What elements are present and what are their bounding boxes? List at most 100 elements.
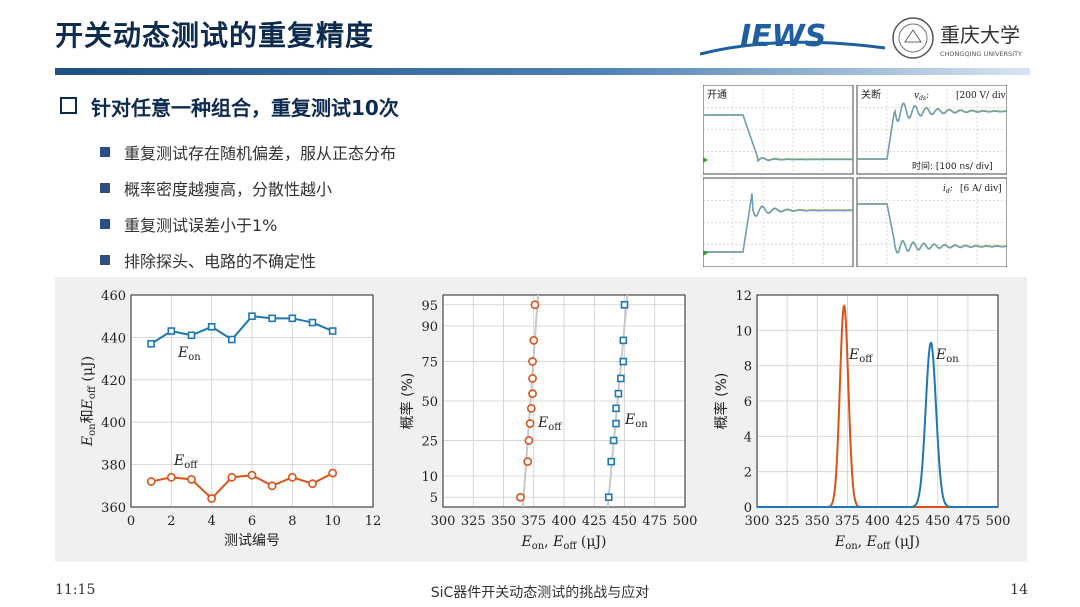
- chart-probability-density: 300 325 350 375 400 425 450 475 500 0 2 4 6 8 10 12 Eoff…: [713, 289, 1010, 552]
- data-point: [614, 389, 623, 398]
- data-point: [528, 374, 537, 383]
- time-scale: 时间: [100 ns/ div]: [912, 160, 993, 172]
- x-tick-label: 450: [925, 514, 950, 529]
- data-point: [523, 457, 533, 467]
- oscilloscope-waveforms: 开通 关断 vds: [200 V/ div] 时间: [100 ns/ div…: [703, 85, 1007, 267]
- y-tick-label: 12: [735, 289, 752, 304]
- x-tick-label: 425: [582, 514, 607, 529]
- data-point: [187, 475, 196, 484]
- x-tick-label: 350: [805, 514, 830, 529]
- series-line: [150, 315, 334, 345]
- turn-on-label: 开通: [707, 89, 727, 101]
- x-tick-label: 10: [324, 514, 341, 529]
- y-tick-label: 2: [744, 466, 752, 481]
- university-name-en: CHONGQING UNIVERSITY: [940, 50, 1022, 58]
- logo-area: IEWS 重庆大学 CHONGQING UNIVERSITY: [700, 17, 1022, 59]
- data-point: [248, 312, 256, 321]
- series-label: Eon: [935, 347, 959, 365]
- data-point: [227, 472, 237, 482]
- x-tick-label: 400: [865, 514, 890, 529]
- y-axis-label: 概率 (%): [713, 373, 730, 430]
- data-point: [308, 318, 317, 327]
- list-item: 排除探头、电路的不确定性: [100, 242, 396, 278]
- plot-border: [130, 294, 374, 508]
- y-tick-label: 400: [101, 416, 126, 431]
- data-point: [146, 477, 156, 486]
- y-tick-label: 4: [744, 430, 752, 445]
- y-tick-label: 10: [735, 324, 752, 339]
- series-label: Eon: [177, 345, 201, 363]
- ground-marker-icon: [703, 250, 708, 256]
- x-tick-label: 4: [208, 514, 216, 529]
- data-point: [528, 389, 537, 399]
- square-bullet-icon: [100, 183, 110, 193]
- x-tick-label: 375: [521, 514, 546, 529]
- series-line: [150, 472, 334, 500]
- vds-turn-off-trace: [857, 102, 1007, 160]
- chart-probability-plot: 300 325 350 375 400 425 450 475 500 5 10 25 50 75 90 95…: [399, 294, 698, 552]
- x-tick-label: 12: [365, 514, 382, 529]
- footer-title: SiC器件开关动态测试的挑战与应对: [430, 585, 650, 601]
- footer-time: 11:15: [55, 582, 96, 598]
- y-tick-label: 10: [421, 470, 438, 485]
- data-point: [207, 322, 216, 331]
- slide-title: 开关动态测试的重复精度: [55, 19, 375, 52]
- data-point: [526, 403, 536, 413]
- series-label: Eoff: [173, 453, 198, 471]
- ground-marker-icon: [703, 157, 708, 163]
- chart-repeat-tests: 0 2 4 6 8 10 12 360 380 400 420 440 460 Eon Eoff 测试编号 Eo…: [80, 289, 381, 549]
- data-point: [287, 472, 297, 482]
- title-underline: [55, 68, 1030, 75]
- data-point: [609, 436, 618, 445]
- x-tick-label: 400: [552, 514, 577, 529]
- x-tick-label: 2: [167, 514, 175, 529]
- series-label: Eon: [624, 412, 648, 430]
- data-point: [267, 481, 277, 491]
- x-tick-label: 425: [895, 514, 920, 529]
- data-point: [612, 419, 620, 428]
- data-point: [328, 327, 337, 335]
- data-point: [530, 300, 540, 310]
- iews-swoosh-icon: [700, 40, 886, 56]
- data-point: [207, 494, 217, 503]
- square-bullet-icon: [100, 255, 110, 265]
- x-tick-label: 300: [431, 514, 456, 529]
- y-axis-label: Eon和Eoff (μJ): [80, 356, 98, 447]
- data-point: [524, 436, 534, 445]
- data-point: [619, 357, 628, 366]
- data-point: [167, 327, 176, 335]
- x-tick-label: 450: [612, 514, 637, 529]
- section-heading: 针对任意一种组合，重复测试10次: [60, 92, 399, 121]
- series-label: Eoff: [537, 415, 562, 433]
- vds-subscript: ds: [919, 95, 926, 102]
- y-tick-label: 380: [101, 459, 126, 474]
- y-tick-label: 360: [101, 501, 126, 516]
- vds-symbol: v: [914, 91, 919, 101]
- x-tick-label: 300: [745, 514, 770, 529]
- x-axis-label: 测试编号: [224, 533, 280, 549]
- list-item: 概率密度越瘦高，分散性越小: [100, 170, 396, 206]
- data-point: [288, 314, 297, 323]
- square-bullet-icon: [100, 219, 110, 229]
- data-point: [166, 472, 176, 482]
- data-point: [328, 468, 338, 478]
- id-turn-off-trace: [857, 203, 1007, 254]
- data-point: [529, 335, 539, 345]
- x-tick-label: 475: [955, 514, 980, 529]
- x-tick-label: 500: [673, 514, 698, 529]
- y-tick-label: 5: [430, 491, 438, 506]
- x-axis-label: Eon, Eoff (μJ): [520, 534, 606, 552]
- y-tick-label: 50: [421, 395, 438, 410]
- x-tick-label: 0: [127, 514, 135, 529]
- y-tick-label: 0: [744, 501, 752, 516]
- y-tick-label: 440: [101, 331, 126, 346]
- data-point: [268, 314, 276, 323]
- y-tick-label: 6: [744, 395, 752, 410]
- checkbox-bullet-icon: [60, 97, 77, 114]
- university-name: 重庆大学: [940, 23, 1020, 47]
- iews-logo-text: IEWS: [740, 19, 826, 54]
- fit-line: [521, 294, 540, 508]
- data-point: [247, 470, 257, 480]
- data-point: [607, 457, 615, 466]
